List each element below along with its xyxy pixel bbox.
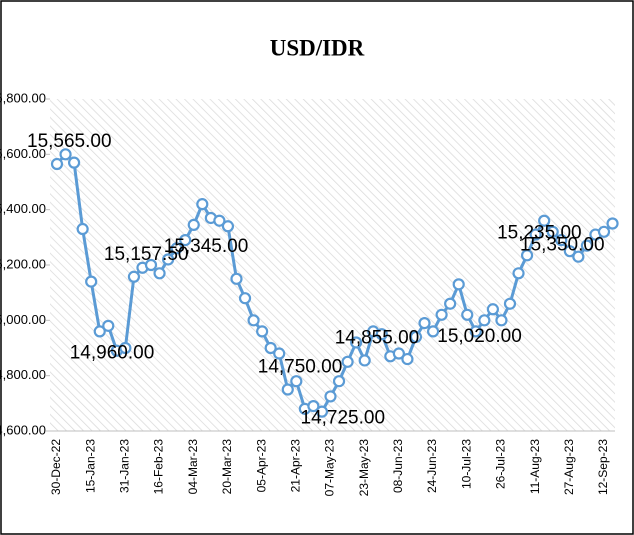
x-tick-label: 11-Aug-23	[528, 439, 542, 494]
data-point	[179, 234, 192, 247]
data-point	[426, 325, 440, 338]
x-tick-label: 05-Apr-23	[254, 439, 268, 493]
data-point	[50, 157, 64, 171]
data-point	[307, 400, 320, 413]
x-tick-label: 20-Mar-23	[220, 439, 234, 495]
x-tick-label: 16-Feb-23	[152, 439, 166, 495]
data-label: 14,725.00	[301, 407, 386, 428]
x-tick-label: 30-Dec-22	[49, 439, 63, 495]
data-point	[153, 267, 166, 280]
data-point	[332, 375, 346, 388]
data-label: 15,020.00	[437, 326, 522, 347]
x-tick-label: 04-Mar-23	[186, 439, 200, 495]
data-point	[461, 308, 474, 321]
data-point	[144, 258, 158, 272]
data-point	[520, 249, 534, 262]
data-point	[341, 355, 354, 368]
data-point	[187, 218, 200, 231]
data-label: 14,960.00	[70, 342, 155, 363]
data-point	[85, 275, 98, 288]
data-point	[119, 341, 132, 355]
data-point	[418, 317, 431, 330]
data-point	[324, 390, 337, 403]
data-point	[230, 272, 243, 285]
x-tick-label: 08-Jun-23	[391, 439, 405, 493]
y-tick-label: 14,600.00	[0, 422, 46, 437]
y-tick-label: 15,000.00	[0, 312, 46, 327]
y-tick-label: 14,800.00	[0, 367, 46, 382]
data-point	[478, 314, 491, 327]
data-point	[170, 242, 183, 255]
data-point	[580, 239, 594, 252]
data-point	[76, 222, 89, 236]
x-tick-label: 07-May-23	[323, 439, 337, 497]
data-point	[59, 148, 72, 161]
data-label: 14,855.00	[335, 327, 420, 348]
data-label: 14,750.00	[258, 357, 343, 378]
x-tick-label: 23-May-23	[357, 439, 371, 497]
data-point	[444, 297, 457, 310]
chart-title: USD/IDR	[270, 35, 365, 60]
data-point	[358, 354, 371, 367]
data-point	[281, 383, 294, 396]
data-point	[606, 217, 619, 230]
data-point	[247, 314, 260, 327]
data-label: 15,157.50	[104, 244, 189, 265]
y-tick-label: 15,400.00	[0, 201, 46, 216]
data-point	[256, 325, 269, 338]
data-point	[350, 336, 363, 349]
data-point	[93, 325, 106, 338]
data-label: 15,565.00	[27, 131, 112, 152]
data-point	[572, 250, 585, 263]
y-tick-label: 15,600.00	[0, 146, 46, 161]
data-point	[238, 292, 252, 305]
data-point	[213, 214, 226, 227]
data-point	[555, 234, 568, 247]
x-tick-label: 27-Aug-23	[562, 439, 576, 495]
data-point	[452, 278, 465, 291]
data-point	[486, 303, 499, 316]
x-tick-label: 15-Jan-23	[83, 439, 97, 493]
data-point	[290, 375, 303, 388]
data-label: 15,235.00	[497, 222, 582, 243]
y-tick-label: 15,800.00	[0, 90, 46, 105]
x-tick-label: 24-Jun-23	[425, 439, 439, 493]
data-point	[315, 405, 329, 418]
data-point	[597, 225, 611, 238]
data-point	[392, 347, 405, 360]
data-point	[162, 253, 175, 266]
data-point	[435, 308, 448, 321]
x-tick-label: 31-Jan-23	[118, 439, 132, 493]
data-label: 15,350.00	[520, 235, 605, 256]
data-point	[401, 352, 414, 366]
data-point	[67, 156, 81, 169]
x-tick-label: 12-Sep-23	[596, 439, 610, 495]
data-point	[469, 325, 482, 338]
data-point	[563, 245, 576, 258]
data-point	[546, 225, 559, 238]
x-tick-label: 10-Jul-23	[459, 439, 473, 489]
plot-area	[50, 99, 615, 431]
data-point	[196, 198, 209, 211]
data-point	[273, 347, 286, 360]
data-point	[264, 341, 277, 355]
data-point	[409, 330, 423, 344]
x-tick-label: 21-Apr-23	[288, 439, 302, 493]
y-tick-label: 15,200.00	[0, 256, 46, 271]
data-point	[375, 328, 388, 341]
data-point	[529, 228, 542, 241]
data-point	[127, 270, 141, 283]
data-label: 15,345.00	[164, 236, 249, 257]
x-tick-label: 26-Jul-23	[494, 439, 508, 489]
data-point	[495, 314, 508, 327]
data-point	[221, 220, 235, 233]
data-point	[503, 297, 517, 310]
data-point	[102, 319, 115, 332]
data-point	[538, 214, 551, 227]
data-point	[512, 267, 525, 280]
